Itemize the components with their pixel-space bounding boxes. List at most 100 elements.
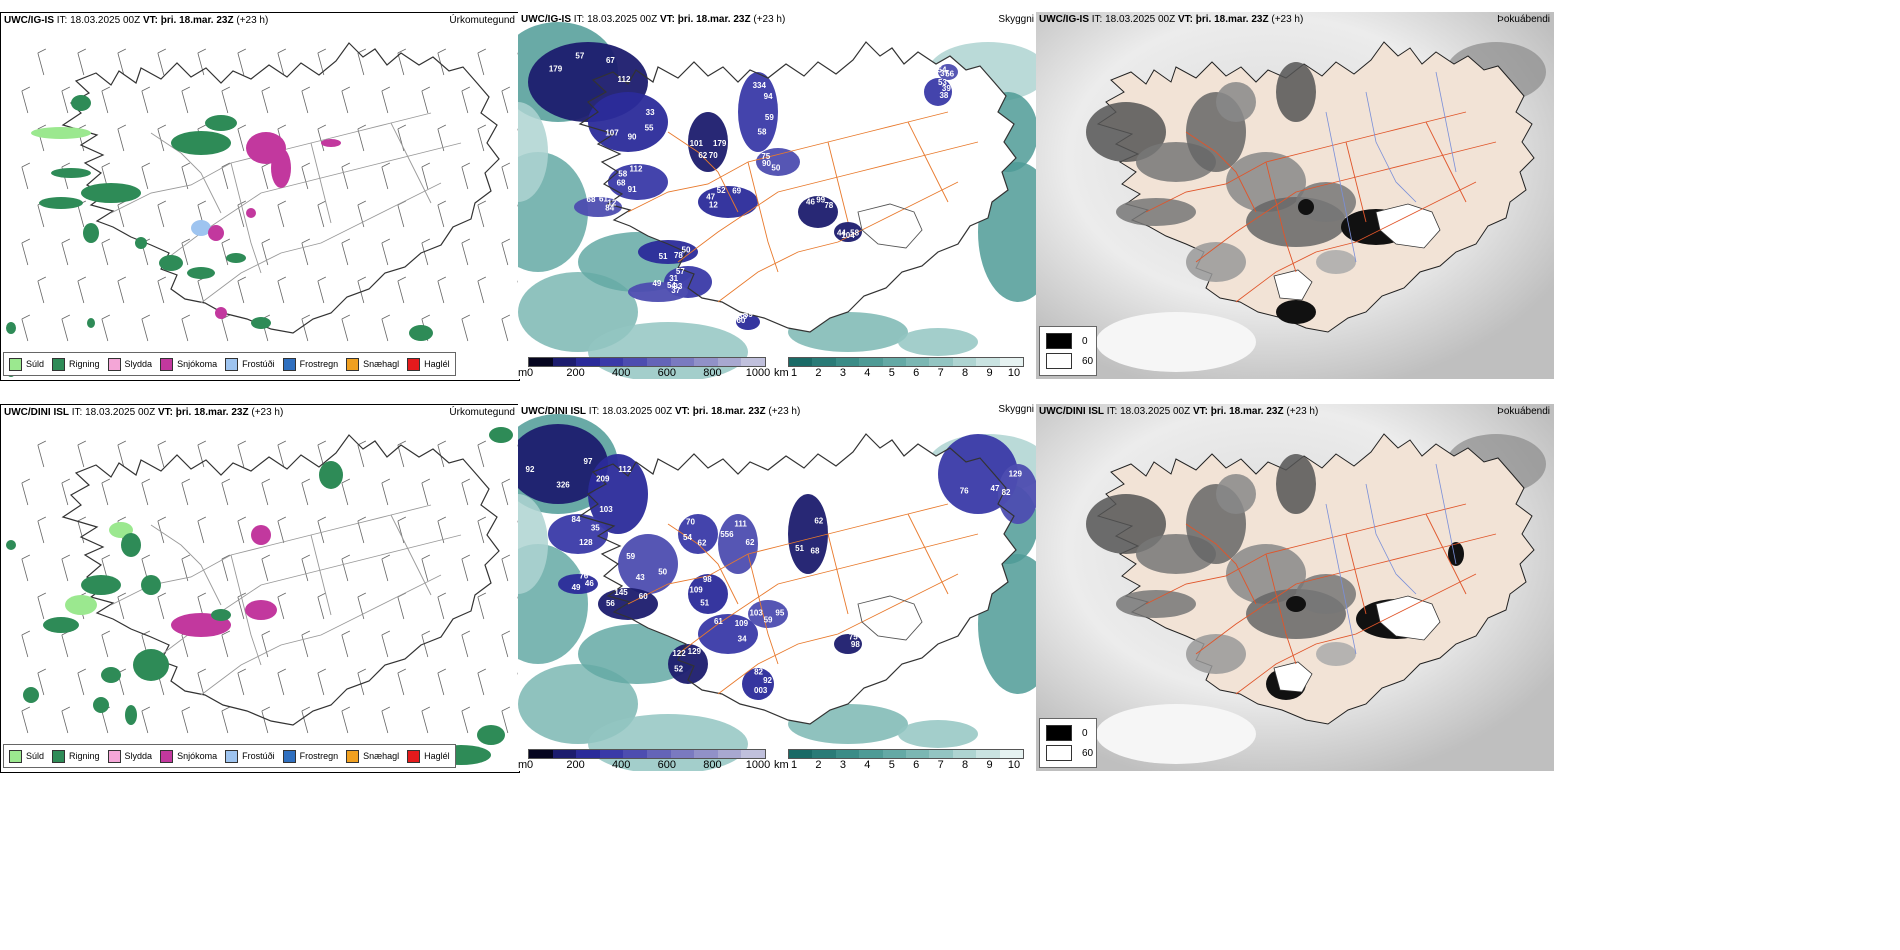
ceiling-value: 60 — [639, 592, 648, 601]
legend-label: Súld — [26, 751, 45, 761]
wind-barb — [421, 630, 431, 658]
wind-barb — [421, 478, 431, 506]
panel-title: UWC/IG-IS IT: 18.03.2025 00Z VT: þri. 18… — [1039, 14, 1304, 25]
terrain-shading — [1216, 474, 1256, 514]
ceiling-value: 50 — [771, 163, 780, 172]
legend-label: Slydda — [124, 359, 153, 369]
scale-tick-label: 8 — [962, 367, 969, 379]
ceiling-value: 50 — [658, 567, 667, 576]
scale-step — [952, 358, 977, 366]
wind-barb — [141, 314, 151, 342]
scale-step — [623, 750, 647, 758]
precip-type-map-dini: UWC/DINI ISL IT: 18.03.2025 00Z VT: þri.… — [0, 404, 520, 773]
legend-item: Snæhagl — [346, 749, 399, 763]
wind-barb — [237, 48, 247, 76]
ceiling-value: 111 — [734, 519, 747, 528]
precip-area — [409, 325, 433, 341]
wind-barb — [237, 516, 247, 544]
ceiling-value: 97 — [584, 457, 593, 466]
ceiling-value: 12 — [607, 198, 616, 207]
legend-swatch — [225, 749, 239, 763]
scale-tick-label: 1 — [790, 759, 798, 771]
terrain-shading — [1086, 494, 1166, 554]
ceiling-value: 51 — [700, 599, 709, 608]
ceiling-value: 68 — [587, 195, 596, 204]
ceiling-value: 103 — [749, 608, 763, 617]
scale-tick-label: 2 — [815, 759, 822, 771]
river — [1365, 91, 1417, 203]
wind-barb — [317, 200, 327, 228]
ceiling-labels: 1121071128410169587578515737443938546790… — [549, 52, 955, 325]
wind-barb — [237, 668, 247, 696]
cloud-ceiling-area — [688, 574, 728, 614]
road-line — [1185, 523, 1257, 605]
wind-barb — [157, 200, 167, 228]
scale-step — [670, 358, 695, 366]
panel-title: UWC/DINI ISL IT: 18.03.2025 00Z VT: þri.… — [4, 407, 284, 418]
wind-barb — [61, 238, 71, 266]
scale-step — [835, 358, 860, 366]
wind-barb — [21, 238, 31, 266]
wind-barb — [477, 440, 487, 468]
wind-barb — [157, 276, 167, 304]
fog-core — [1448, 542, 1464, 566]
wind-barb — [157, 592, 167, 620]
terrain-shading — [1226, 152, 1306, 212]
ceiling-value: 53 — [938, 78, 947, 87]
terrain-shading — [1316, 250, 1356, 274]
wind-barb — [141, 706, 151, 734]
coastline — [61, 434, 500, 726]
wind-barb — [357, 516, 367, 544]
ceiling-value: 95 — [775, 608, 784, 617]
road-line — [150, 132, 222, 214]
precip-area — [246, 208, 256, 218]
ceiling-value: 122 — [672, 649, 686, 658]
cloud-ceiling-area — [738, 72, 778, 152]
scale-step — [552, 750, 577, 758]
cloud-ceiling-area — [548, 514, 608, 554]
road-line — [230, 554, 262, 666]
legend-item: Slydda — [107, 357, 153, 371]
scale-tick-label: 7 — [937, 367, 944, 379]
scale-step — [646, 750, 671, 758]
wind-barb — [317, 124, 327, 152]
legend-label: Haglél — [424, 751, 450, 761]
road-line — [1425, 121, 1467, 203]
wind-barb — [221, 162, 231, 190]
precip-legend: Súld Rigning Slydda Snjókoma Frostúði Frostre… — [3, 744, 456, 768]
scale-step — [859, 750, 883, 758]
wind-barb — [477, 516, 487, 544]
wind-barb — [197, 668, 207, 696]
wind-barb — [341, 554, 351, 582]
road-line — [907, 513, 949, 595]
road-line — [310, 142, 332, 224]
wind-barb — [21, 706, 31, 734]
wind-barb — [421, 238, 431, 266]
wind-barb — [437, 668, 447, 696]
wind-barb — [341, 314, 351, 342]
wind-barb — [381, 478, 391, 506]
ceiling-value: 82 — [1002, 488, 1011, 497]
scale-step — [576, 750, 600, 758]
terrain-shading — [1296, 574, 1356, 614]
ceiling-value: 82 — [754, 667, 763, 676]
panel-title: UWC/IG-IS IT: 18.03.2025 00Z VT: þri. 18… — [4, 15, 269, 26]
precip-area — [133, 649, 169, 681]
road-line — [627, 503, 949, 605]
legend-swatch — [107, 357, 121, 371]
ceiling-scale: m 0 200 400 600 800 1000 — [518, 749, 778, 771]
wind-barb — [77, 440, 87, 468]
ceiling-value: 69 — [732, 187, 741, 196]
river — [1365, 483, 1417, 595]
road-line — [717, 181, 959, 303]
scale-tick-label: 9 — [986, 367, 993, 379]
ceiling-value: 98 — [703, 575, 712, 584]
wind-barb — [277, 440, 287, 468]
panel-name: Úrkomutegund — [449, 407, 515, 418]
fog-legend: 0 60 — [1039, 718, 1097, 768]
precip-area — [159, 255, 183, 271]
cloud-ceiling-area — [518, 424, 608, 504]
wind-barb — [21, 554, 31, 582]
wind-barb — [277, 200, 287, 228]
